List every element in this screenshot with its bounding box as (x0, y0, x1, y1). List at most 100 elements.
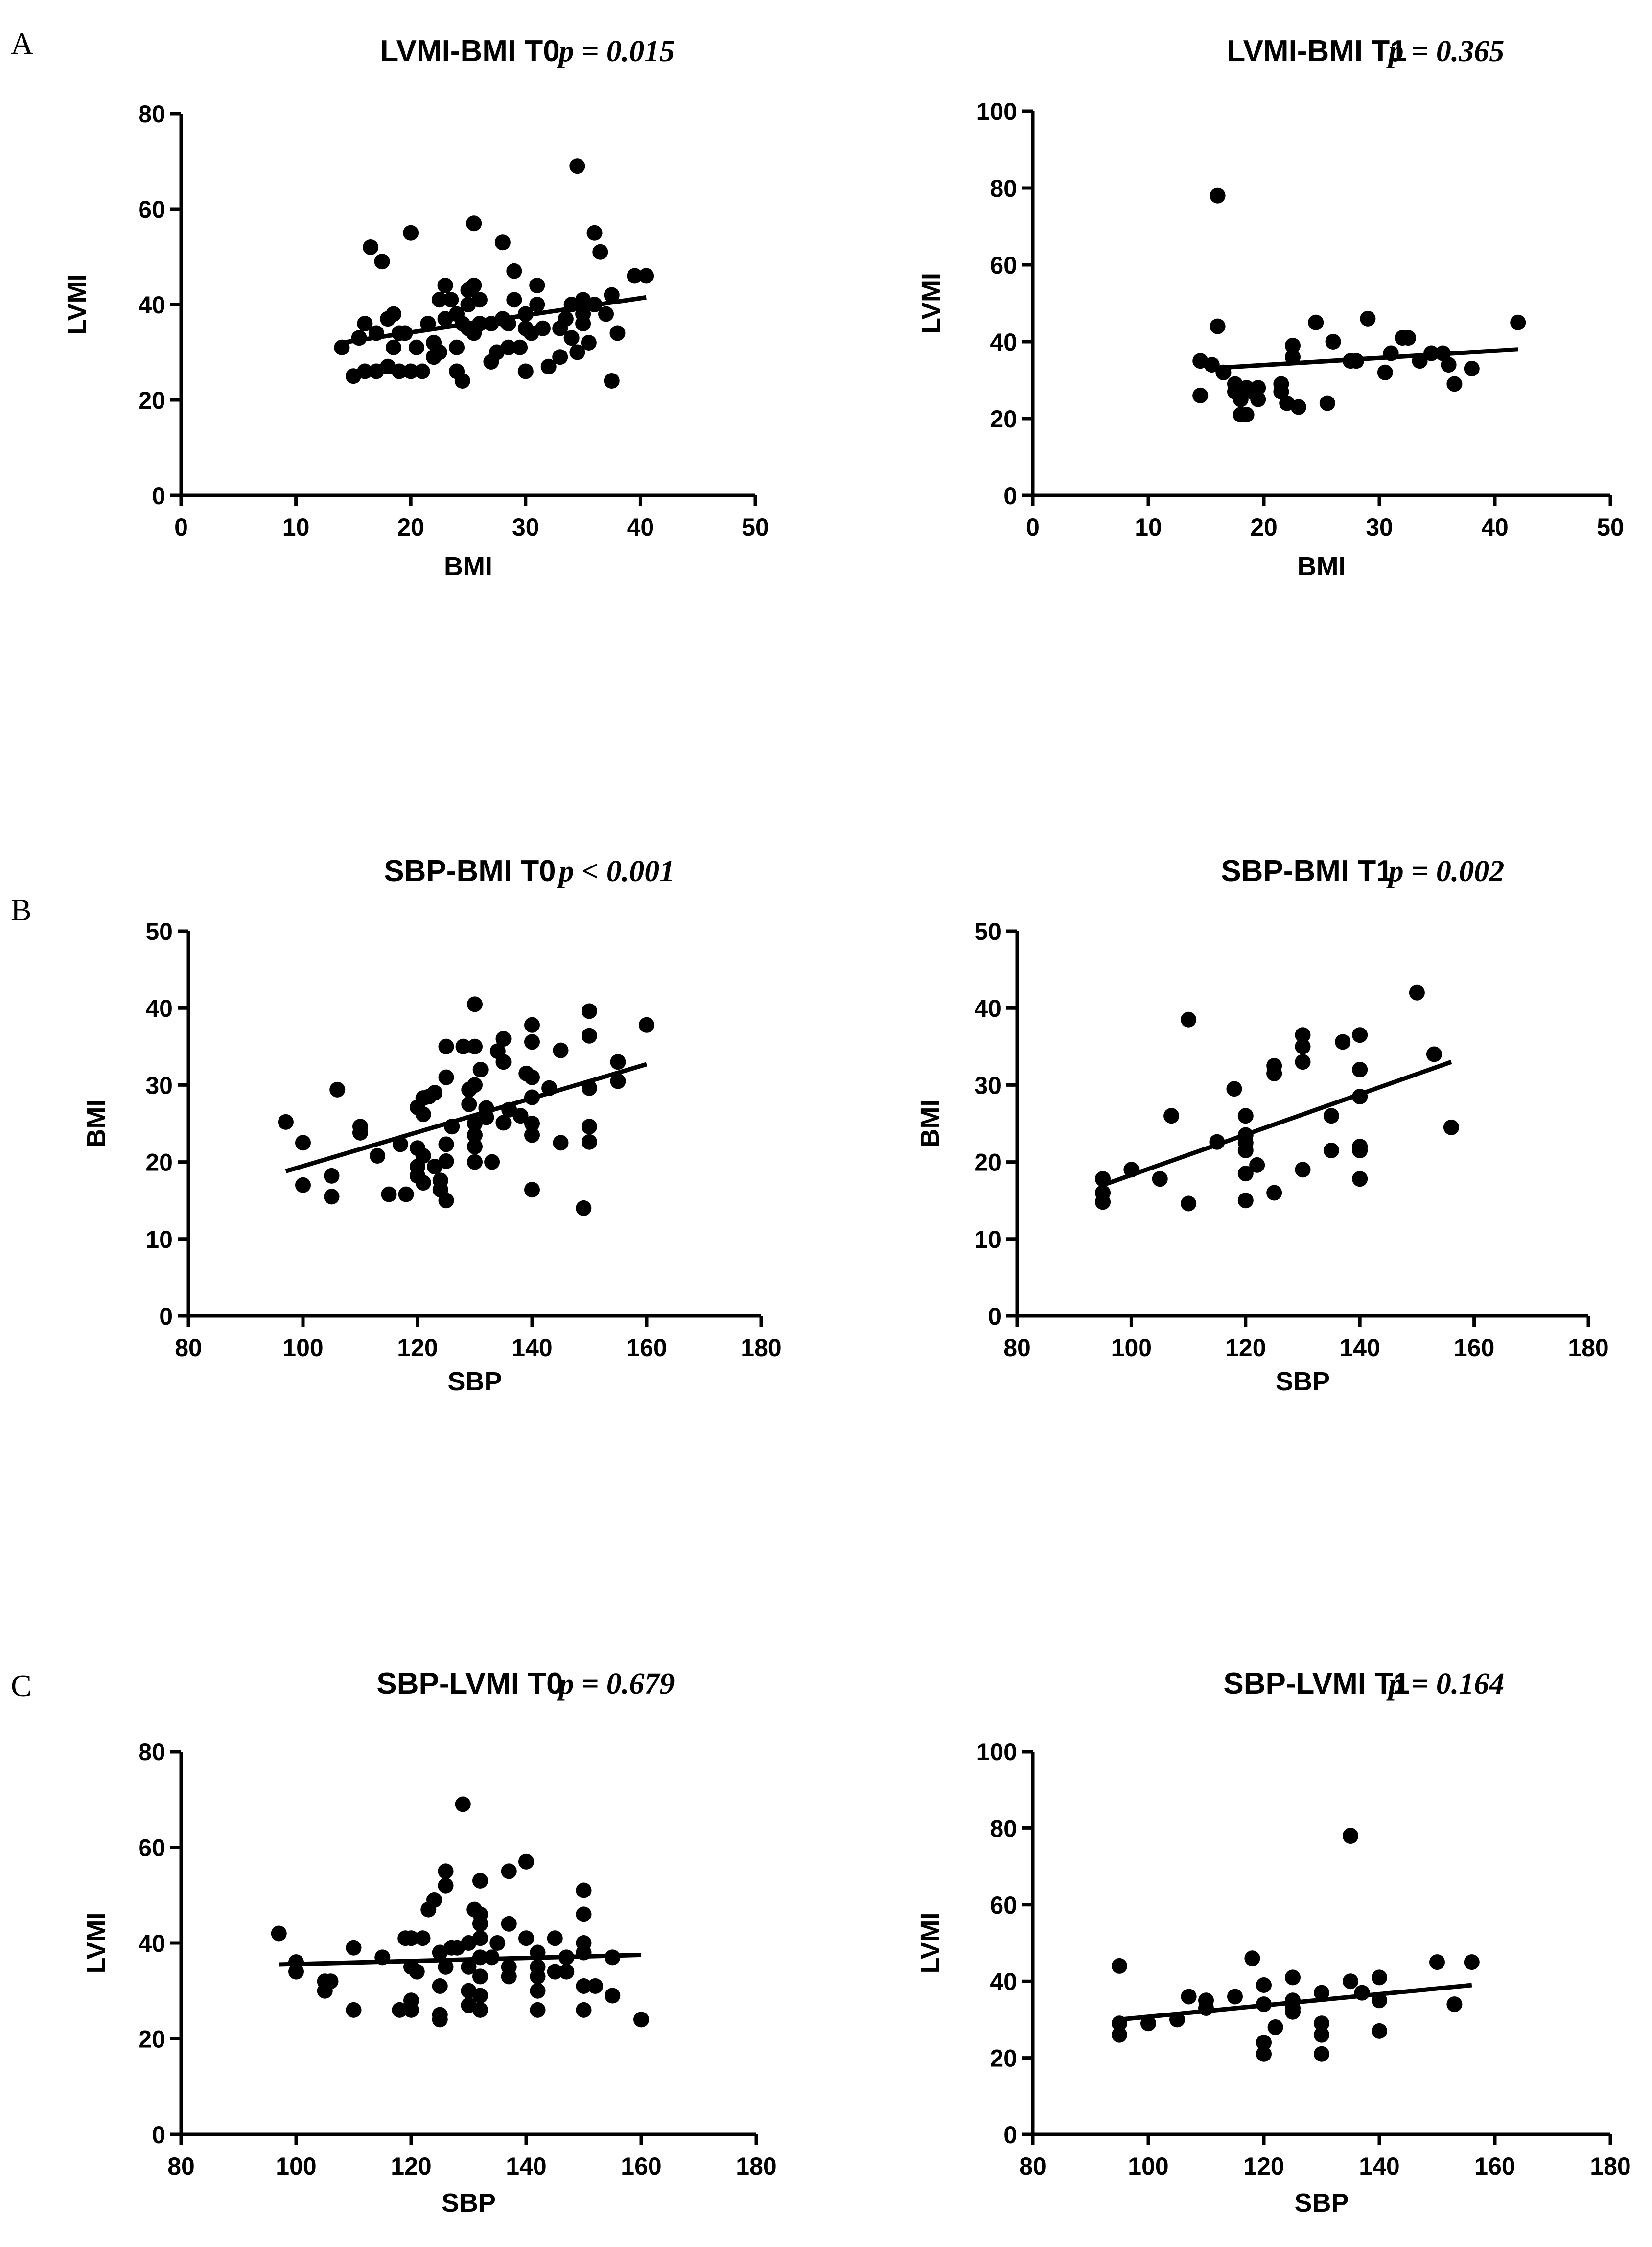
y-tick-label: 40 (990, 328, 1017, 356)
data-point (1233, 391, 1249, 407)
data-point (1446, 376, 1463, 392)
chart-title: SBP-BMI T1 (1221, 854, 1393, 888)
data-point (1244, 1950, 1260, 1966)
data-point (529, 278, 545, 293)
data-point (582, 1003, 597, 1019)
data-point (1256, 2046, 1272, 2062)
data-point (415, 1106, 431, 1123)
data-point (569, 344, 585, 360)
y-tick-label: 0 (1003, 2121, 1017, 2149)
data-point (415, 1148, 431, 1164)
data-point (530, 1968, 546, 1985)
x-tick-label: 0 (174, 514, 188, 541)
data-point (438, 1959, 454, 1975)
p-value: p < 0.001 (557, 855, 675, 888)
data-point (506, 263, 522, 279)
data-point (576, 1978, 592, 1994)
data-point (610, 1073, 626, 1089)
data-point (1323, 1108, 1339, 1124)
data-point (1273, 376, 1289, 392)
x-tick-label: 40 (1481, 514, 1509, 541)
data-point (472, 1988, 488, 2004)
data-point (501, 1863, 517, 1879)
x-tick-label: 140 (506, 2153, 546, 2180)
chart-title: SBP-LVMI T1 (1223, 1667, 1410, 1701)
data-point (357, 316, 373, 331)
data-point (472, 1930, 488, 1946)
x-tick-label: 160 (626, 1334, 667, 1361)
y-tick-label: 10 (145, 1226, 173, 1253)
data-point (604, 287, 620, 303)
data-point (524, 1034, 540, 1050)
data-point (1335, 1034, 1351, 1050)
y-tick-label: 40 (138, 291, 165, 319)
data-point (381, 1186, 397, 1202)
x-tick-label: 100 (276, 2153, 316, 2180)
data-point (530, 1983, 546, 1999)
data-point (494, 234, 511, 251)
data-point (403, 2002, 419, 2018)
data-point (467, 1154, 483, 1170)
y-tick-label: 60 (138, 1834, 165, 1862)
p-value: p = 0.015 (557, 35, 675, 68)
data-point (1323, 1143, 1339, 1159)
data-point (437, 278, 453, 293)
data-point (403, 225, 419, 241)
charts: LVMI-BMI T0p = 0.015 0 10 20 30 40 50 0 20 40 60 80… (62, 34, 1631, 2218)
y-tick-label: 20 (974, 1149, 1001, 1176)
data-point (500, 339, 516, 355)
data-point (1295, 1054, 1311, 1070)
data-point (415, 1175, 431, 1191)
y-tick-label: 0 (159, 1303, 173, 1330)
x-tick-label: 50 (1597, 514, 1624, 541)
data-point (547, 1964, 563, 1980)
data-point (455, 1796, 471, 1812)
data-point (1267, 2019, 1283, 2036)
data-point (575, 306, 591, 322)
data-point (1314, 2046, 1329, 2062)
data-point (467, 1139, 483, 1155)
data-point (558, 1964, 575, 1980)
x-tick-label: 40 (627, 514, 654, 541)
y-tick-label: 60 (138, 196, 165, 223)
data-point (1426, 1046, 1442, 1062)
x-tick-label: 20 (397, 514, 424, 541)
y-tick-label: 30 (145, 1072, 173, 1099)
data-point (582, 1028, 597, 1044)
data-point (1464, 360, 1480, 376)
y-tick-label: 20 (145, 1149, 173, 1176)
data-point (467, 1127, 483, 1143)
data-point (610, 1054, 626, 1070)
data-point (346, 1940, 362, 1956)
data-point (1163, 1108, 1180, 1124)
x-tick-label: 180 (1568, 1334, 1608, 1361)
data-point (409, 1964, 425, 1980)
data-point (581, 335, 597, 351)
y-tick-label: 20 (138, 2026, 165, 2053)
data-point (1238, 407, 1255, 423)
x-tick-label: 120 (397, 1334, 438, 1361)
data-point (1325, 334, 1341, 350)
y-tick-label: 60 (990, 1892, 1017, 1919)
data-point (271, 1925, 287, 1942)
data-point (529, 297, 545, 312)
chart-4: SBP-BMI T1p = 0.002 80 100 120 140 160 180 0 10 2… (915, 854, 1609, 1396)
data-point (278, 1114, 294, 1130)
data-point (472, 1968, 488, 1985)
data-point (415, 1930, 431, 1946)
data-point (386, 339, 402, 355)
data-point (408, 339, 424, 355)
data-point (501, 1968, 517, 1985)
data-point (1285, 337, 1301, 353)
data-point (1140, 2015, 1156, 2032)
data-point (1314, 1985, 1329, 2001)
data-point (431, 344, 447, 360)
data-point (524, 1116, 540, 1131)
data-point (438, 1153, 454, 1170)
data-point (370, 1148, 386, 1164)
y-tick-label: 80 (138, 1738, 165, 1766)
chart-1: LVMI-BMI T0p = 0.015 0 10 20 30 40 50 0 20 40 60 80… (62, 34, 769, 581)
chart-title: LVMI-BMI T1 (1227, 34, 1406, 68)
data-point (1250, 391, 1266, 407)
regression-line (1206, 347, 1518, 371)
